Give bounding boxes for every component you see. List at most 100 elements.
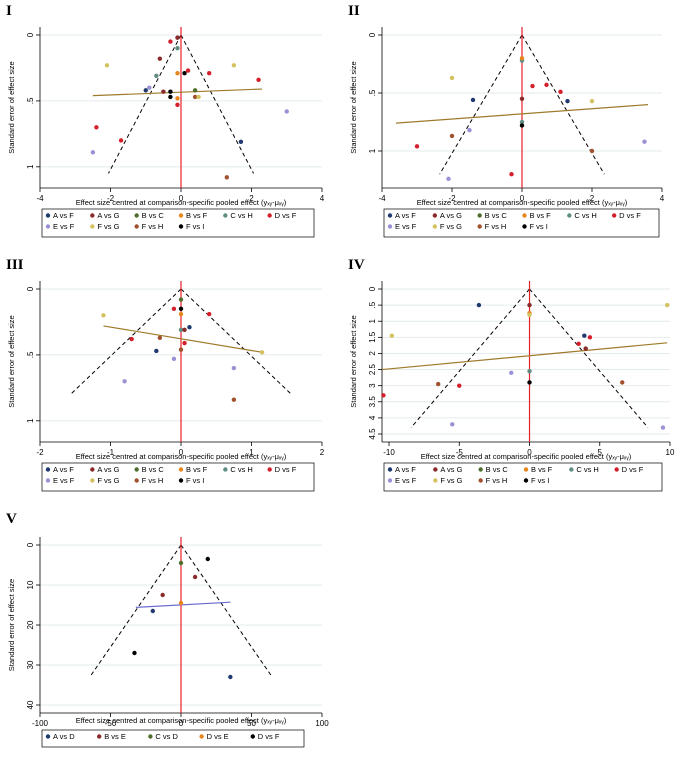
legend-label: B vs F [186, 211, 208, 220]
data-point [122, 379, 127, 384]
data-point [583, 346, 588, 351]
y-axis-title: Standard error of effect size [349, 61, 358, 153]
legend-label: F vs H [142, 476, 164, 485]
data-point [231, 397, 237, 402]
data-point [178, 306, 184, 311]
legend-label: F vs I [186, 476, 204, 485]
funnel-plot-II: -4 -2 0 2 4 0 .5 1 Standard error of effect size… [349, 27, 665, 238]
legend-marker [267, 213, 272, 218]
data-point [620, 380, 625, 385]
panel-IV: IV -10 -5 0 5 10 0 .5 1 1.5 2 2.5 3 3.5 4 4.5 Standard … [342, 254, 684, 494]
legend-marker [45, 478, 51, 483]
data-point [527, 312, 532, 317]
data-point [587, 335, 593, 340]
panel-V: V -100 -50 0 50 100 0 10 20 30 40 Standard error o… [0, 508, 340, 756]
legend-marker [90, 467, 95, 472]
data-point [132, 650, 137, 656]
legend-marker [223, 213, 228, 218]
legend-label: F vs I [531, 476, 549, 485]
legend-label: F vs H [485, 222, 507, 231]
funnel-right-limit [529, 288, 649, 428]
data-point [178, 311, 184, 317]
legend-marker [432, 213, 438, 218]
data-point [185, 68, 191, 73]
legend-label: C vs H [230, 465, 253, 474]
legend-marker [522, 224, 527, 229]
x-tick-label: -1 [107, 448, 115, 457]
y-tick-label: 3.5 [368, 396, 377, 408]
legend-marker [250, 734, 255, 739]
y-axis-title: Standard error of effect size [7, 579, 16, 671]
x-tick-label: 4 [320, 194, 325, 203]
legend-box [41, 208, 315, 238]
legend-label: A vs G [97, 211, 119, 220]
legend-marker [387, 478, 393, 483]
funnel-left-limit [70, 288, 182, 395]
legend-label: C vs H [230, 211, 253, 220]
data-point [178, 327, 184, 333]
legend-label: A vs D [53, 732, 75, 741]
x-tick-label: 5 [598, 448, 603, 457]
funnel-right-limit [180, 288, 292, 395]
data-point [168, 39, 173, 44]
legend-marker [477, 224, 482, 229]
data-point [544, 82, 549, 88]
data-point [224, 175, 230, 180]
legend-marker [90, 213, 95, 218]
legend-marker [569, 467, 574, 472]
legend-label: A vs G [97, 465, 119, 474]
x-tick-label: 1 [249, 448, 254, 457]
data-point [446, 176, 451, 182]
data-point [449, 75, 455, 81]
x-tick-label: 0 [179, 448, 184, 457]
data-point [449, 133, 455, 139]
funnel-left-limit [439, 34, 523, 175]
y-tick-label: .5 [26, 351, 35, 358]
y-axis-title: Standard error of effect size [349, 315, 358, 407]
legend-marker [134, 213, 139, 218]
y-tick-label: 0 [26, 286, 35, 291]
legend-box [383, 462, 663, 492]
legend-label: D vs F [275, 465, 297, 474]
legend-marker [45, 734, 51, 739]
data-point [642, 139, 647, 144]
data-point [192, 88, 198, 93]
legend-marker [45, 224, 51, 229]
legend-marker [387, 213, 393, 218]
legend-marker [267, 467, 272, 472]
x-tick-label: 50 [247, 719, 256, 728]
legend-label: F vs G [440, 476, 462, 485]
legend-marker [178, 478, 184, 483]
plot-area [382, 281, 670, 442]
data-point [175, 71, 180, 76]
legend-marker [523, 478, 529, 483]
y-tick-label: 4 [368, 415, 377, 420]
data-point [381, 393, 386, 398]
legend-label: E vs F [395, 476, 417, 485]
legend-label: E vs F [53, 222, 75, 231]
x-tick-label: 0 [179, 719, 184, 728]
legend-label: B vs F [186, 465, 208, 474]
data-point [207, 311, 212, 317]
data-point [192, 94, 198, 100]
data-point [187, 325, 192, 330]
legend-label: D vs F [275, 211, 297, 220]
data-point [435, 381, 441, 387]
legend-box [41, 729, 305, 748]
legend-marker [90, 478, 95, 483]
x-tick-label: 0 [527, 448, 532, 457]
legend-marker [178, 467, 184, 472]
y-tick-label: 0 [26, 32, 35, 37]
data-point [129, 336, 134, 342]
y-tick-label: .5 [26, 97, 35, 104]
legend-marker [45, 213, 51, 218]
data-point [157, 335, 163, 340]
legend-marker [134, 478, 139, 483]
legend-box [383, 208, 660, 238]
legend-marker [477, 213, 482, 218]
regression-line [395, 104, 649, 124]
legend-marker [433, 478, 438, 483]
funnel-left-limit [89, 544, 182, 678]
x-tick-label: 10 [666, 448, 675, 457]
